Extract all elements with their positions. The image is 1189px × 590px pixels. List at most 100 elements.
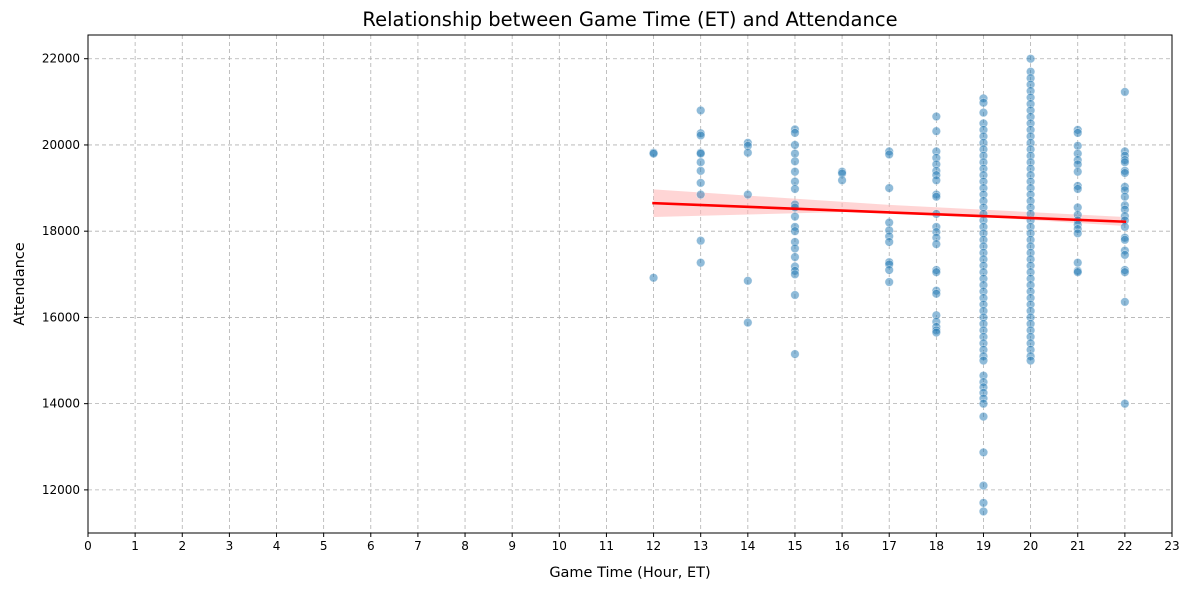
scatter-point [1026, 355, 1036, 366]
scatter-point [648, 148, 659, 159]
x-tick-label: 1 [131, 539, 139, 553]
x-tick-label: 20 [1023, 539, 1038, 553]
scatter-point [884, 277, 894, 287]
scatter-point [1120, 399, 1130, 409]
scatter-point [1120, 250, 1130, 260]
scatter-point [884, 265, 894, 275]
x-tick-label: 7 [414, 539, 422, 553]
scatter-point [696, 157, 706, 167]
regression-layer [652, 201, 1127, 224]
scatter-point [790, 290, 800, 300]
axes [87, 34, 1173, 534]
y-axis-title: Attendance [12, 242, 28, 325]
x-tick-label: 19 [976, 539, 991, 553]
scatter-point [790, 226, 800, 236]
x-tick-label: 0 [84, 539, 92, 553]
x-axis-title: Game Time (Hour, ET) [549, 565, 710, 581]
scatter-point [931, 192, 941, 202]
x-tick-label: 8 [461, 539, 469, 553]
scatter-point [696, 166, 706, 176]
scatter-point [1120, 192, 1130, 202]
scatter-point [696, 258, 706, 268]
scatter-point [978, 355, 989, 366]
scatter-point [1120, 297, 1130, 307]
scatter-point [696, 105, 706, 116]
scatter-point [978, 480, 989, 491]
scatter-point [931, 239, 941, 249]
scatter-point [931, 175, 941, 185]
x-tick-label: 9 [508, 539, 516, 553]
x-tick-label: 21 [1070, 539, 1085, 553]
scatter-point [790, 148, 800, 159]
scatter-point [931, 111, 941, 122]
scatter-point [790, 140, 800, 150]
scatter-point [931, 289, 941, 299]
scatter-point [978, 506, 989, 517]
regression-line [652, 201, 1127, 224]
scatter-point [743, 148, 753, 158]
scatter-point [1073, 184, 1083, 194]
x-tick-label: 11 [599, 539, 614, 553]
y-tick-label: 16000 [42, 310, 80, 324]
scatter-point [790, 211, 800, 222]
x-tick-label: 18 [929, 539, 944, 553]
x-tick-label: 15 [787, 539, 802, 553]
x-tick-label: 6 [367, 539, 375, 553]
scatter-point [648, 273, 659, 283]
scatter-point [884, 217, 894, 228]
scatter-point [1073, 267, 1083, 277]
x-tick-label: 23 [1164, 539, 1179, 553]
scatter-point [790, 252, 800, 262]
scatter-point [978, 98, 989, 108]
scatter-point [790, 156, 800, 166]
scatter-point [790, 269, 800, 279]
scatter-point [978, 447, 989, 457]
scatter-point [696, 236, 706, 246]
scatter-point [931, 267, 941, 277]
scatter-point [1026, 54, 1036, 64]
y-tick-label: 20000 [42, 138, 80, 152]
scatter-point [1073, 167, 1083, 177]
scatter-point [790, 167, 800, 177]
y-tick-label: 18000 [42, 224, 80, 238]
scatter-point [884, 183, 894, 193]
x-tick-label: 16 [834, 539, 849, 553]
scatter-point [1120, 235, 1130, 245]
scatter-point [743, 317, 753, 328]
scatter-point [696, 148, 706, 159]
scatter-point [884, 149, 894, 160]
scatter-point [743, 189, 753, 200]
scatter-point [696, 178, 706, 188]
y-tick-label: 14000 [42, 397, 80, 411]
scatter-point [790, 184, 800, 194]
x-tick-label: 5 [320, 539, 328, 553]
scatter-point [1073, 141, 1083, 151]
plot-frame [87, 34, 1173, 534]
points-layer [648, 54, 1130, 517]
scatter-point [790, 128, 800, 138]
scatter-point [1120, 157, 1130, 167]
scatter-point [1073, 128, 1083, 138]
x-tick-label: 2 [178, 539, 186, 553]
scatter-point [978, 399, 989, 409]
scatter-point [696, 130, 706, 141]
scatter-point [790, 243, 800, 254]
scatter-point [790, 349, 800, 359]
scatter-point [1120, 222, 1130, 232]
scatter-point [978, 108, 989, 118]
scatter-point [743, 276, 753, 286]
x-tick-label: 4 [273, 539, 281, 553]
scatter-point [1073, 228, 1083, 238]
grid [87, 35, 1173, 533]
x-tick-label: 12 [646, 539, 661, 553]
scatter-point [1120, 267, 1130, 277]
chart-title: Relationship between Game Time (ET) and … [362, 8, 897, 31]
y-tick-label: 12000 [42, 483, 80, 497]
scatter-point [978, 411, 989, 422]
scatter-point [931, 327, 941, 338]
ticks: 0 1 2 3 4 5 6 7 8 9 10 11 12 13 14 15 16 17 18 19 20 21 22 2312… [42, 52, 1180, 553]
scatter-point [931, 126, 941, 136]
x-tick-label: 13 [693, 539, 708, 553]
scatter-point [1120, 168, 1130, 178]
